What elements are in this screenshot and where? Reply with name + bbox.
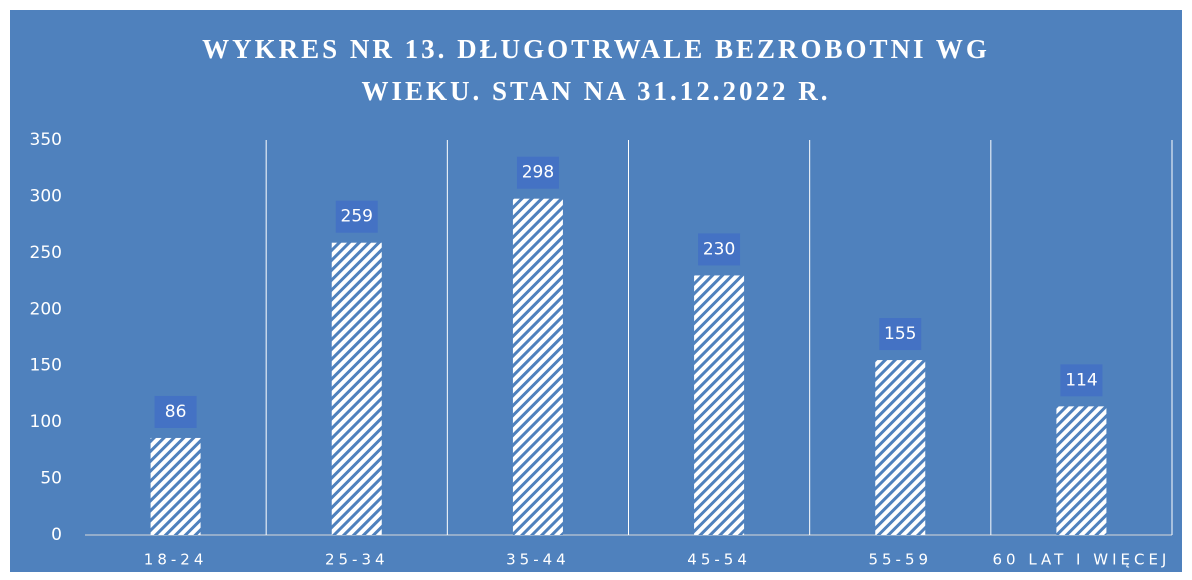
y-tick-label: 300: [30, 186, 62, 206]
value-label: 114: [1065, 370, 1097, 390]
value-label: 259: [341, 207, 373, 227]
x-tick-label: 25-34: [325, 551, 389, 569]
x-tick-label: 55-59: [868, 551, 932, 569]
x-tick-label: 45-54: [687, 551, 751, 569]
bar: [512, 198, 563, 535]
y-tick-label: 150: [30, 356, 62, 376]
chart-title: WIEKU. STAN NA 31.12.2022 R.: [361, 76, 830, 106]
bar: [331, 242, 382, 535]
bar: [694, 275, 745, 535]
y-tick-label: 50: [40, 469, 62, 489]
value-label-box: [335, 200, 378, 233]
y-tick-label: 200: [30, 299, 62, 319]
x-tick-label: 60 LAT I WIĘCEJ: [992, 551, 1170, 569]
value-label-box: [1060, 364, 1103, 397]
value-label-box: [154, 395, 197, 428]
value-label-box: [516, 156, 559, 189]
value-label: 230: [703, 239, 735, 259]
bar: [1056, 406, 1107, 535]
value-label: 155: [884, 324, 916, 344]
bar: [150, 437, 201, 535]
y-tick-label: 250: [30, 243, 62, 263]
value-label-box: [698, 233, 741, 266]
chart-title: WYKRES NR 13. DŁUGOTRWALE BEZROBOTNI WG: [202, 34, 990, 64]
x-tick-label: 18-24: [144, 551, 208, 569]
y-tick-label: 100: [30, 412, 62, 432]
chart-background: [10, 10, 1182, 572]
x-tick-label: 35-44: [506, 551, 570, 569]
y-tick-label: 350: [30, 130, 62, 150]
bar: [875, 360, 926, 535]
value-label-box: [879, 318, 922, 351]
value-label: 86: [165, 402, 187, 422]
value-label: 298: [522, 163, 554, 183]
y-tick-label: 0: [51, 525, 62, 545]
